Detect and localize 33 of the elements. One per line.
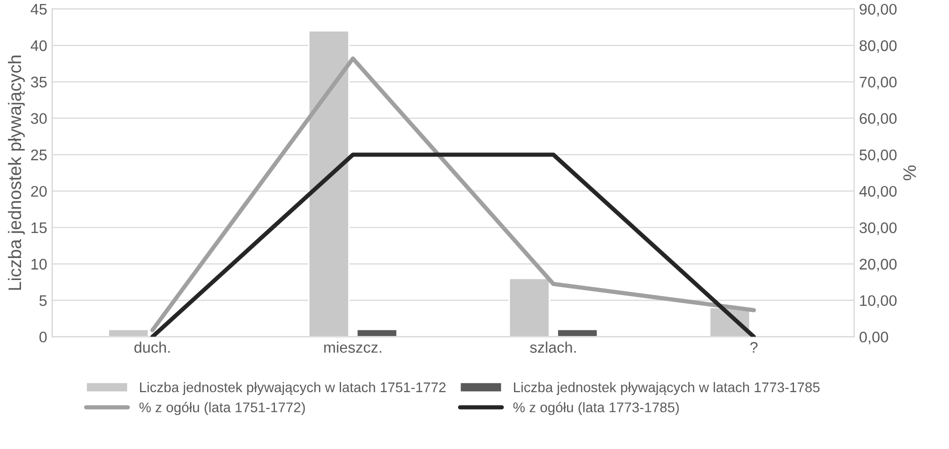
bar — [308, 30, 350, 337]
y-tick-label: 25 — [31, 150, 47, 160]
x-tick-label: duch. — [134, 342, 170, 353]
line-series — [150, 56, 756, 332]
y-tick-label: 35 — [30, 76, 47, 88]
y2-tick-label: 50,00 — [860, 150, 897, 162]
y2-tick-label: 70,00 — [860, 76, 897, 90]
y-tick-label: 0 — [39, 332, 47, 342]
y2-tick-label: 90,00 — [860, 4, 897, 16]
legend-label: % z ogółu (lata 1773-1785) — [513, 402, 679, 416]
y-tick-label: 40 — [30, 40, 47, 52]
x-tick-label: ? — [750, 342, 758, 353]
y2-tick-label: 40,00 — [859, 186, 897, 199]
y2-tick-label: 30,00 — [860, 222, 897, 235]
y2-tick-label: 20,00 — [860, 258, 897, 272]
y2-tick-label: 10,00 — [860, 295, 897, 308]
y-tick-label: 20 — [31, 186, 47, 197]
y-tick-label: 15 — [32, 222, 47, 234]
y2-tick-label: 80,00 — [860, 40, 897, 53]
y-tick-label: 5 — [39, 295, 47, 306]
y-tick-label: 45 — [30, 4, 47, 15]
y-axis-title: Liczba jednostek pływających — [8, 56, 25, 290]
legend-label: % z ogółu (lata 1751-1772) — [139, 402, 305, 416]
y2-axis-title: % — [903, 165, 916, 180]
x-tick-label: szlach. — [530, 342, 576, 353]
x-tick-label: mieszcz. — [324, 342, 382, 353]
legend-label: Liczba jednostek pływających w latach 1751-1772 — [140, 382, 446, 395]
y2-tick-label: 60,00 — [860, 113, 897, 126]
y2-tick-label: 0,00 — [860, 332, 888, 344]
y-tick-label: 10 — [32, 258, 47, 270]
bar — [508, 278, 550, 337]
y-tick-label: 30 — [30, 113, 47, 124]
legend-label: Liczba jednostek pływających w latach 1773-1785 — [514, 382, 820, 395]
